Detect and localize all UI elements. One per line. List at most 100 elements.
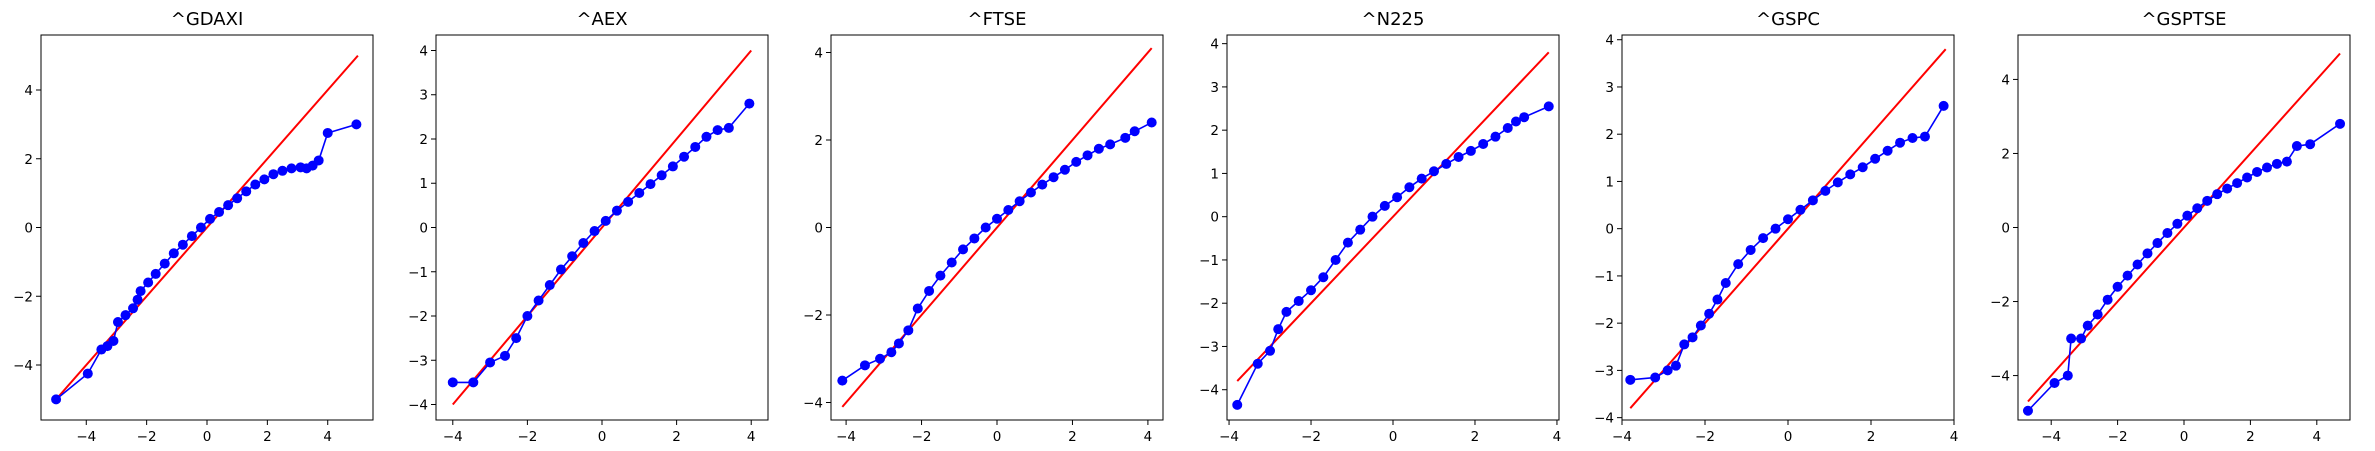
x-tick-label: 0 <box>993 429 1002 445</box>
x-tick-label: −4 <box>76 429 96 445</box>
reference-line <box>2027 52 2341 403</box>
quantile-point <box>1330 254 1341 265</box>
quantile-point <box>322 127 333 138</box>
quantile-point <box>2222 183 2233 194</box>
x-tick-label: 4 <box>1144 429 1153 445</box>
y-tick-label: −4 <box>13 358 33 374</box>
quantile-point <box>500 350 511 361</box>
y-tick-label: −2 <box>1594 316 1614 332</box>
quantile-point <box>1293 296 1304 307</box>
y-tick-label: 2 <box>2001 146 2010 162</box>
y-tick-label: −3 <box>1199 339 1219 355</box>
y-tick-label: 4 <box>2001 72 2010 88</box>
x-tick-label: −2 <box>912 429 932 445</box>
quantile-point <box>112 317 123 328</box>
quantile-point <box>2102 294 2113 305</box>
quantile-point <box>1281 306 1292 317</box>
x-tick-label: 4 <box>2313 429 2322 445</box>
quantile-point <box>268 169 279 180</box>
x-tick-label: 2 <box>1068 429 1077 445</box>
x-tick-label: −2 <box>517 429 537 445</box>
quantile-point <box>2066 333 2077 344</box>
y-tick-label: −4 <box>408 398 428 414</box>
quantile-point <box>128 303 139 314</box>
quantile-point <box>701 131 712 142</box>
y-tick-label: −3 <box>408 353 428 369</box>
quantile-point <box>1367 211 1378 222</box>
quantile-point <box>1273 324 1284 335</box>
quantile-point <box>159 258 170 269</box>
quantile-point <box>2202 195 2213 206</box>
quantile-line <box>841 121 1153 382</box>
x-tick-label: −2 <box>1301 429 1321 445</box>
quantile-point <box>168 248 179 259</box>
quantile-point <box>250 179 261 190</box>
y-tick-label: −3 <box>1594 363 1614 379</box>
quantile-point <box>875 353 886 364</box>
y-tick-label: −4 <box>803 396 823 412</box>
quantile-point <box>2172 218 2183 229</box>
quantile-point <box>82 368 93 379</box>
quantile-point <box>1306 285 1317 296</box>
quantile-point <box>1907 132 1918 143</box>
y-tick-label: 0 <box>814 221 823 237</box>
quantile-point <box>511 333 522 344</box>
quantile-point <box>241 186 252 197</box>
reference-line <box>1236 51 1550 382</box>
quantile-point <box>1318 272 1329 283</box>
quantile-point <box>214 207 225 218</box>
quantile-point <box>2142 248 2153 259</box>
quantile-point <box>2271 158 2282 169</box>
quantile-point <box>679 151 690 162</box>
quantile-line <box>1236 105 1550 406</box>
quantile-point <box>2232 178 2243 189</box>
quantile-point <box>1662 365 1673 376</box>
x-tick-label: −4 <box>1612 429 1632 445</box>
y-tick-label: −1 <box>1199 253 1219 269</box>
y-tick-label: −2 <box>1990 295 2010 311</box>
x-tick-label: 0 <box>2180 429 2189 445</box>
quantile-point <box>1712 294 1723 305</box>
quantile-point <box>1082 150 1093 161</box>
y-tick-label: 3 <box>1605 80 1614 96</box>
x-tick-label: −2 <box>1695 429 1715 445</box>
x-tick-label: 4 <box>1950 429 1959 445</box>
quantile-point <box>2132 259 2143 270</box>
y-tick-label: −2 <box>803 308 823 324</box>
quantile-point <box>634 187 645 198</box>
quantile-point <box>1129 126 1140 137</box>
y-tick-label: 4 <box>1605 33 1614 49</box>
quantile-point <box>1745 244 1756 255</box>
quantile-point <box>912 303 923 314</box>
y-tick-label: 0 <box>1605 222 1614 238</box>
quantile-point <box>2062 370 2073 381</box>
quantile-point <box>1490 131 1501 142</box>
y-tick-label: 4 <box>24 83 33 99</box>
x-tick-label: −2 <box>137 429 157 445</box>
quantile-point <box>1014 196 1025 207</box>
quantile-point <box>533 295 544 306</box>
quantile-point <box>1146 117 1157 128</box>
quantile-point <box>1870 153 1881 164</box>
quantile-point <box>1416 173 1427 184</box>
y-tick-label: −2 <box>408 309 428 325</box>
quantile-point <box>1670 360 1681 371</box>
quantile-point <box>1355 224 1366 235</box>
quantile-point <box>2262 162 2272 173</box>
y-tick-label: 3 <box>419 88 428 104</box>
quantile-point <box>1857 162 1868 173</box>
x-tick-label: 2 <box>1867 429 1876 445</box>
quantile-point <box>1679 339 1690 350</box>
quantile-point <box>1720 278 1731 289</box>
quantile-point <box>1938 100 1949 111</box>
y-tick-label: 4 <box>814 46 823 62</box>
quantile-point <box>1502 123 1513 134</box>
quantile-point <box>1404 182 1415 193</box>
x-tick-label: −4 <box>2041 429 2061 445</box>
quantile-point <box>1037 179 1048 190</box>
quantile-point <box>2242 172 2253 183</box>
quantile-point <box>522 311 533 322</box>
x-tick-label: −2 <box>2108 429 2128 445</box>
quantile-point <box>958 244 969 255</box>
quantile-point <box>1105 139 1116 150</box>
